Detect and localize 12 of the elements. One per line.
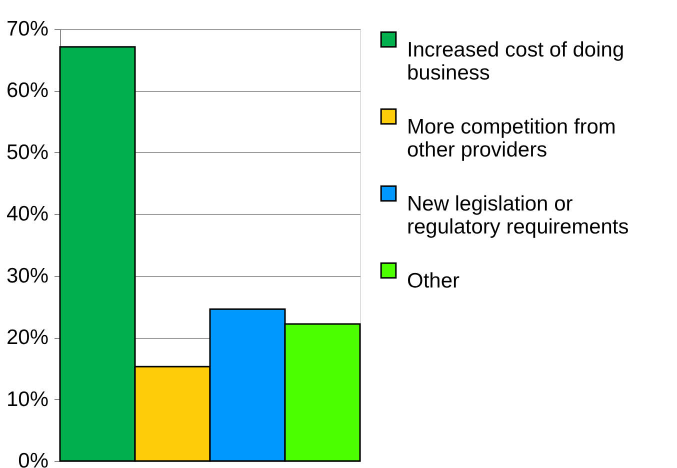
- y-tick-label: 50%: [6, 140, 48, 164]
- y-tick-label: 60%: [6, 79, 48, 102]
- legend-label: New legislation or regulatory requirements: [407, 192, 629, 238]
- y-tick-label: 40%: [6, 202, 48, 226]
- y-tick-label: 20%: [6, 326, 48, 350]
- legend-label: More competition from other providers: [407, 116, 616, 162]
- y-tick-label: 30%: [6, 264, 48, 288]
- y-tick-label: 0%: [18, 450, 48, 468]
- y-tick-label: 10%: [6, 388, 48, 411]
- y-tick-label: 70%: [6, 18, 48, 40]
- legend-label: Increased cost of doing business: [407, 38, 624, 84]
- legend-label: Other: [407, 270, 460, 292]
